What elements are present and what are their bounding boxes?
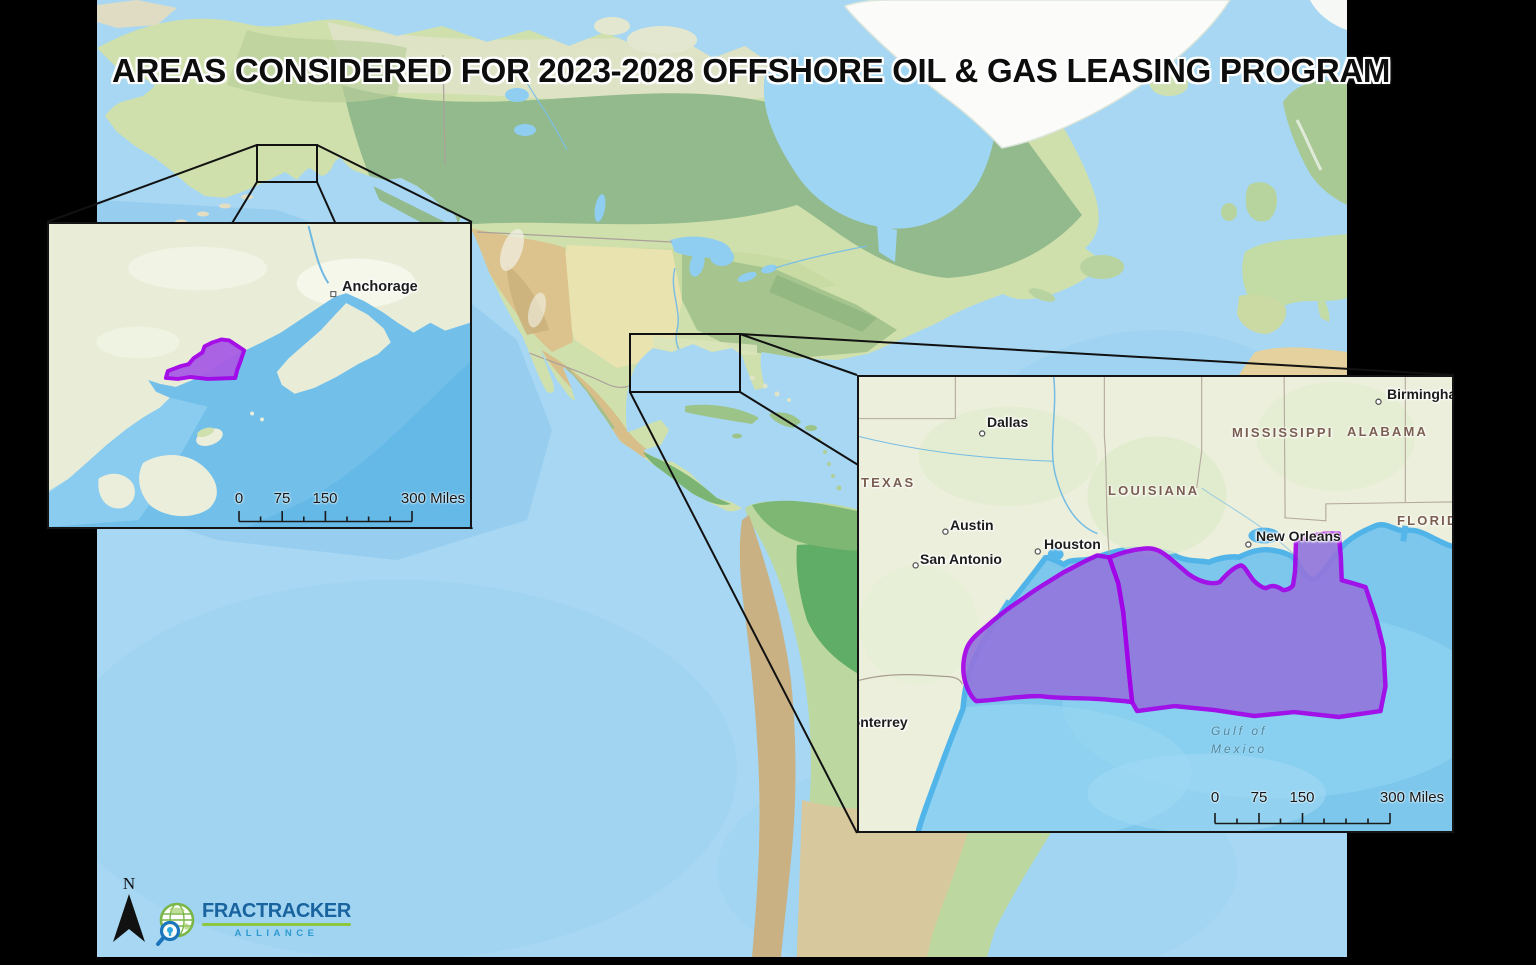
scale-bar-graphic	[238, 511, 413, 523]
state-label-texas: TEXAS	[861, 475, 916, 490]
austin-marker	[942, 528, 949, 535]
dallas-marker	[978, 430, 986, 437]
houston-marker	[1034, 548, 1042, 555]
gulf-extent-rect	[629, 333, 741, 393]
scale-tick-label: 75	[273, 490, 291, 507]
gulf-label-line1: Gulf of	[1211, 724, 1268, 738]
north-arrow: N	[109, 874, 149, 946]
city-label-houston: Houston	[1044, 536, 1101, 552]
scale-tick-label: 75	[1250, 789, 1268, 806]
state-label-florida: FLORIDA	[1397, 513, 1452, 528]
alaska-inset: Anchorage 0 75 150 300 Miles	[47, 222, 472, 529]
map-title: AREAS CONSIDERED FOR 2023-2028 OFFSHORE …	[112, 52, 1391, 89]
europe	[1028, 80, 1347, 334]
gulf-inset: TEXAS LOUISIANA MISSISSIPPI ALABAMA FLOR…	[857, 375, 1454, 833]
state-label-louisiana: LOUISIANA	[1108, 483, 1200, 498]
city-label-birmingham: Birmingham	[1387, 386, 1452, 402]
logo-wordmark: FRACTRACKER	[202, 900, 351, 922]
gulf-inset-geography	[859, 377, 1452, 831]
city-label-dallas: Dallas	[987, 414, 1029, 430]
alaska-inset-geography	[49, 224, 470, 527]
alaska-scale-bar: 0 75 150 300 Miles	[219, 490, 465, 526]
city-label-new-orleans: New Orleans	[1256, 528, 1341, 544]
birmingham-marker	[1375, 398, 1382, 406]
gulf-scale-bar: 0 75 150 300 Miles	[1195, 789, 1452, 829]
logo-rule	[202, 923, 351, 926]
logo-subtitle: ALLIANCE	[234, 928, 319, 939]
gulf-of-mexico-label: Gulf of Mexico	[1211, 722, 1267, 758]
city-label-austin: Austin	[950, 517, 994, 533]
city-markers	[912, 398, 1382, 569]
scale-tick-label: 300 Miles	[400, 490, 466, 507]
globe-magnifier-icon	[156, 902, 195, 946]
north-arrow-icon	[113, 894, 145, 942]
new-orleans-marker	[1245, 541, 1252, 548]
gulf-lease-area-west	[961, 553, 1135, 705]
scale-tick-label: 150	[312, 490, 338, 507]
north-label: N	[122, 874, 136, 893]
scale-tick-label: 150	[1289, 789, 1315, 806]
gulf-lease-area-central	[1107, 531, 1388, 720]
scale-tick-label: 0	[234, 490, 244, 507]
scale-tick-label: 300 Miles	[1379, 789, 1445, 806]
san-antonio-marker	[912, 562, 919, 569]
fractracker-logo: FRACTRACKER ALLIANCE	[155, 901, 351, 947]
greenland	[843, 0, 1231, 149]
scale-bar-graphic	[1214, 813, 1391, 825]
anchorage-marker	[330, 291, 337, 298]
cook-inlet-lease-area	[163, 337, 247, 381]
alaska-extent-rect	[256, 144, 318, 183]
state-label-mississippi: MISSISSIPPI	[1232, 425, 1334, 440]
state-label-alabama: ALABAMA	[1347, 424, 1429, 439]
city-label-monterrey: Monterrey	[859, 714, 908, 730]
gulf-label-line2: Mexico	[1211, 742, 1268, 756]
city-label-anchorage: Anchorage	[342, 279, 418, 295]
city-label-san-antonio: San Antonio	[920, 551, 1002, 567]
scale-tick-label: 0	[1210, 789, 1220, 806]
